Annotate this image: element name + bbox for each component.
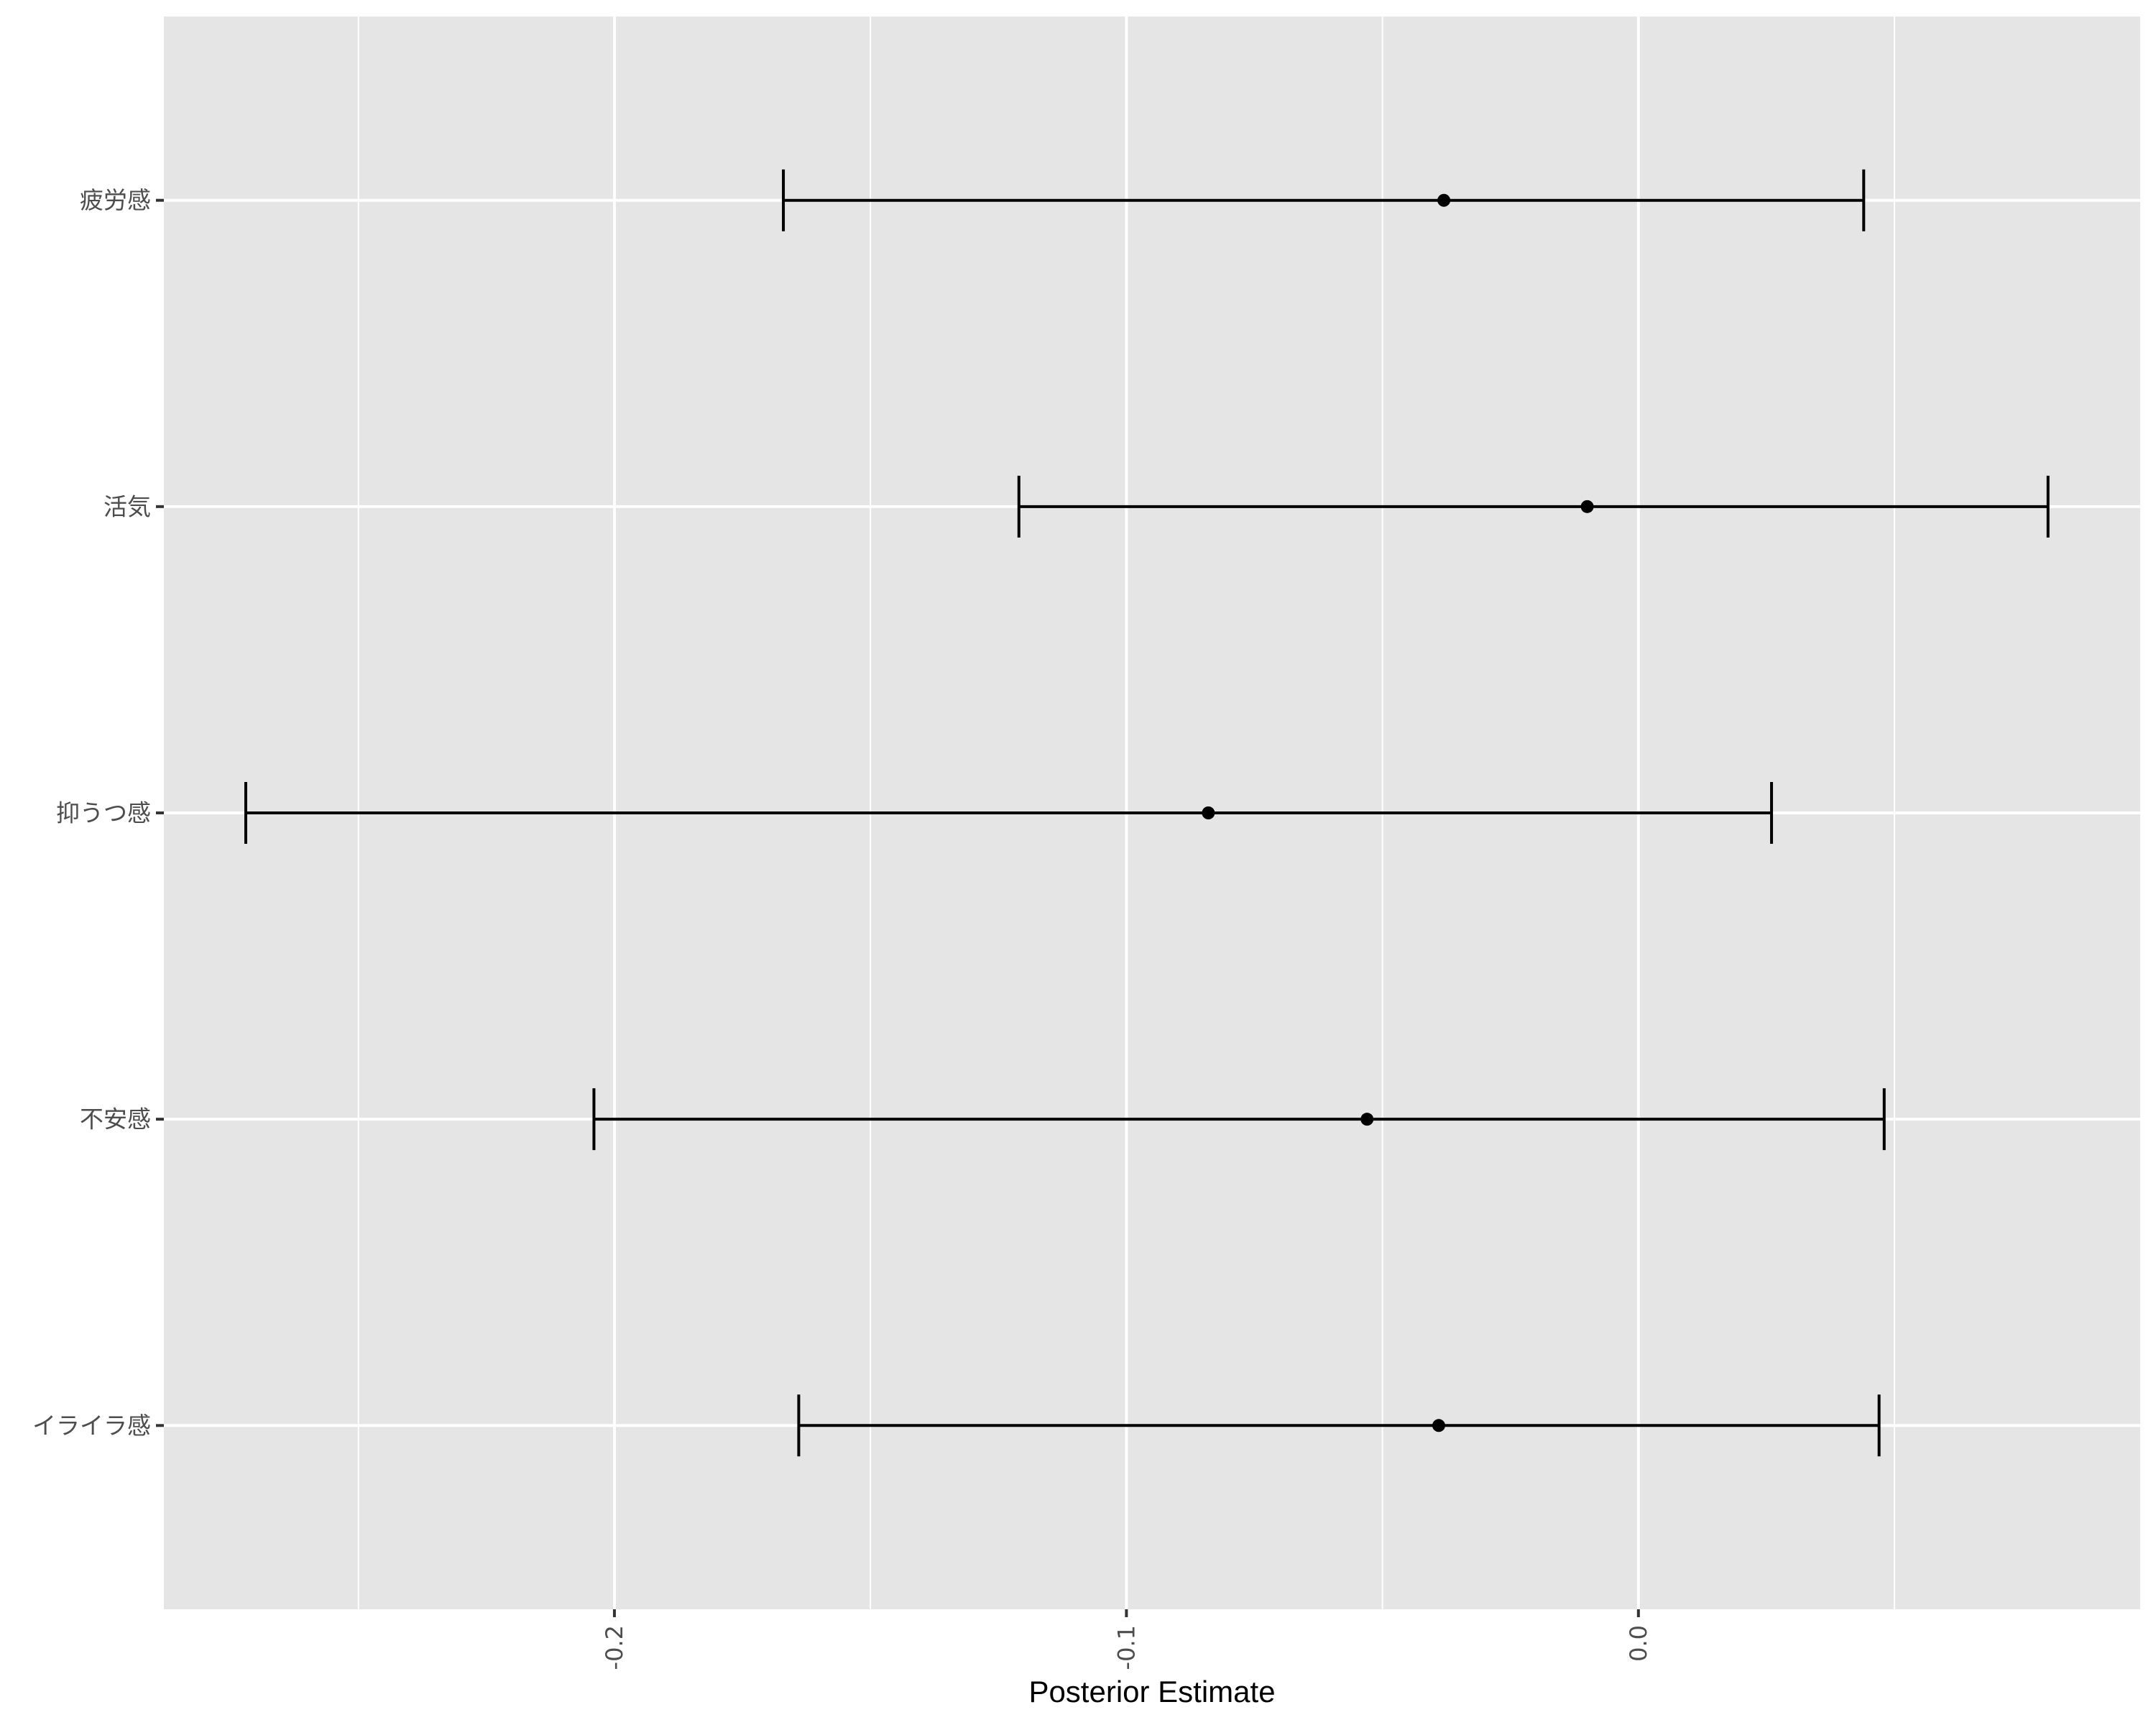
x-tick-label: 0.0: [1625, 1625, 1652, 1662]
estimate-point: [1432, 1419, 1445, 1432]
x-tick-label: -0.2: [601, 1625, 628, 1670]
y-tick-label: 不安感: [80, 1105, 151, 1133]
x-tick-label: -0.1: [1112, 1625, 1140, 1670]
x-axis: -0.2 -0.1 0.0: [601, 1609, 1652, 1670]
y-tick-label: 活気: [103, 492, 151, 520]
y-tick-label: 抑うつ感: [56, 799, 151, 827]
estimate-point: [1437, 193, 1451, 207]
error-bar-group: [797, 1394, 1881, 1457]
y-tick-label: 疲労感: [80, 186, 151, 214]
estimate-point: [1202, 806, 1215, 819]
error-bar-group: [782, 169, 1866, 231]
x-axis-title: Posterior Estimate: [1028, 1675, 1275, 1708]
estimate-point: [1580, 500, 1594, 513]
error-bars: [244, 169, 2050, 1457]
error-bar-group: [1017, 475, 2050, 538]
error-bar-group: [592, 1088, 1886, 1151]
error-bar-group: [244, 782, 1774, 844]
y-tick-label: イライラ感: [32, 1412, 151, 1440]
estimate-point: [1360, 1113, 1374, 1126]
